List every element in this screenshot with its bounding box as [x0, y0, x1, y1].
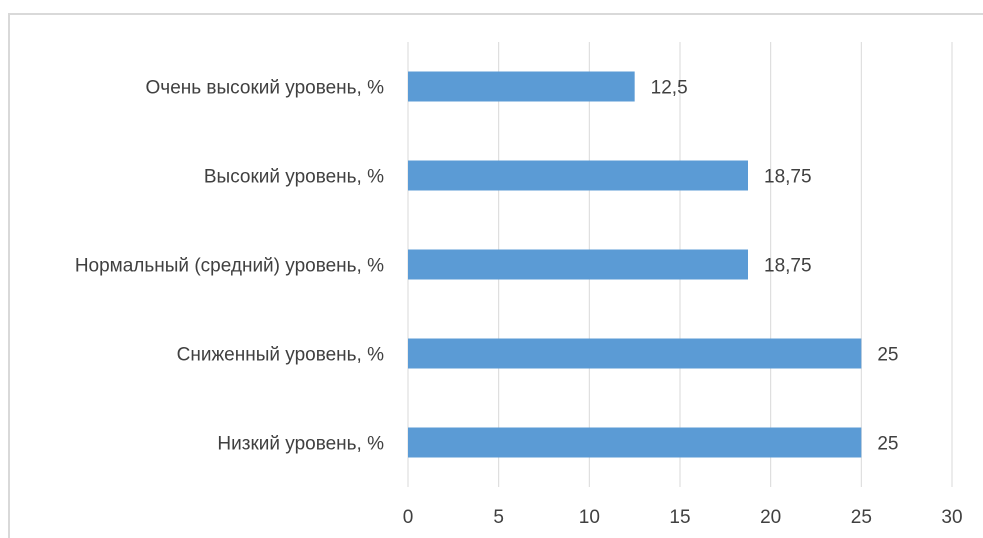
- category-label: Очень высокий уровень, %: [146, 78, 385, 99]
- x-tick-label: 15: [669, 507, 690, 528]
- bar: [408, 71, 635, 102]
- bar: [408, 160, 748, 191]
- bar: [408, 249, 748, 280]
- data-label: 25: [877, 345, 898, 366]
- x-tick-label: 20: [760, 507, 781, 528]
- bar: [408, 338, 862, 369]
- x-tick-label: 5: [493, 507, 504, 528]
- category-label: Низкий уровень, %: [217, 434, 384, 455]
- data-label: 12,5: [651, 78, 688, 99]
- category-label: Высокий уровень, %: [204, 167, 384, 188]
- bar: [408, 427, 862, 458]
- category-label: Нормальный (средний) уровень, %: [75, 256, 384, 277]
- data-label: 18,75: [764, 256, 812, 277]
- x-tick-label: 10: [579, 507, 600, 528]
- x-tick-label: 0: [403, 507, 414, 528]
- data-label: 18,75: [764, 167, 812, 188]
- data-label: 25: [877, 434, 898, 455]
- category-label: Сниженный уровень, %: [177, 345, 384, 366]
- x-tick-label: 25: [851, 507, 872, 528]
- x-tick-label: 30: [941, 507, 962, 528]
